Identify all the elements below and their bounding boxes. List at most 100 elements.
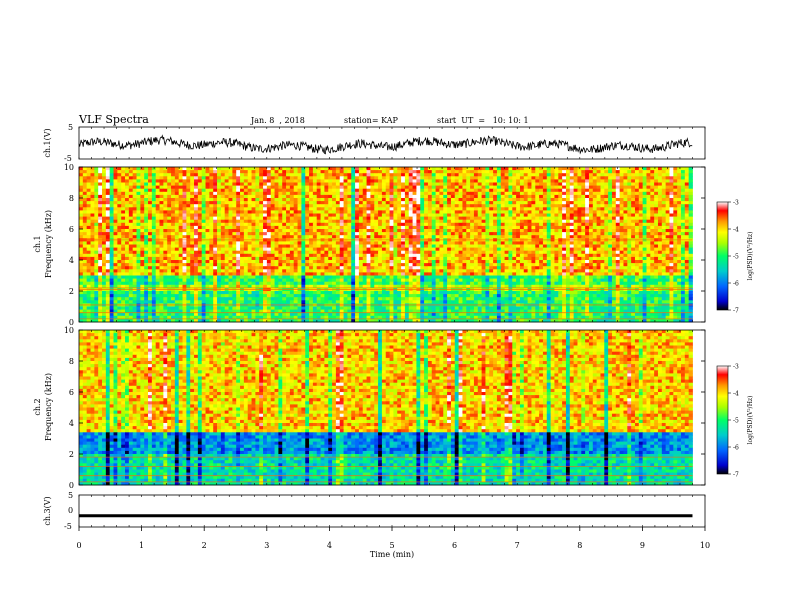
ch1-spectrogram-cell bbox=[328, 247, 333, 252]
ch1-spectrogram-cell bbox=[197, 229, 203, 233]
ch1-spectrogram-cell bbox=[278, 182, 283, 186]
ch1-spectrogram-cell bbox=[178, 170, 183, 174]
ch1-spectrogram-cell bbox=[389, 253, 394, 258]
ch1-spectrogram-cell bbox=[220, 173, 226, 177]
ch1-spectrogram-cell bbox=[424, 219, 429, 224]
ch1-spectrogram-cell bbox=[588, 188, 594, 193]
ch1-spectrogram-cell bbox=[209, 179, 214, 183]
ch1-spectrogram-cell bbox=[397, 253, 402, 258]
ch1-spectrogram-cell bbox=[197, 232, 203, 236]
ch1-spectrogram-cell bbox=[121, 253, 126, 258]
ch1-spectrogram-cell bbox=[447, 194, 452, 199]
ch1-spectrogram-cell bbox=[470, 222, 475, 227]
ch1-spectrogram-cell bbox=[125, 253, 130, 258]
ch1-spectrogram-cell bbox=[381, 244, 387, 248]
ch1-spectrogram-cell bbox=[224, 222, 229, 227]
ch1-spectrogram-cell bbox=[642, 188, 647, 193]
ch1-spectrogram-cell bbox=[305, 244, 310, 248]
ch1-spectrogram-cell bbox=[466, 167, 471, 171]
ch1-spectrogram-cell bbox=[293, 176, 298, 180]
ch1-spectrogram-cell bbox=[504, 219, 509, 224]
ch1-spectrogram-cell bbox=[554, 182, 559, 186]
ch1-spectrogram-cell bbox=[213, 167, 218, 171]
ch1-spectrogram-cell bbox=[404, 188, 410, 193]
ch1-spectrogram-cell bbox=[297, 210, 302, 214]
ch1-spectrogram-cell bbox=[404, 167, 410, 171]
ch1-spectrogram-cell bbox=[247, 204, 252, 208]
ch1-spectrogram-cell bbox=[378, 179, 383, 183]
ch1-spectrogram-cell bbox=[270, 176, 275, 180]
ch1-spectrogram-cell bbox=[416, 225, 421, 230]
ch1-spectrogram-cell bbox=[596, 188, 601, 193]
ch1-spectrogram-cell bbox=[347, 207, 352, 211]
ch1-spectrogram-cell bbox=[274, 173, 279, 177]
ch1-spectrogram-cell bbox=[366, 235, 371, 239]
ch1-spectrogram-cell bbox=[102, 260, 107, 264]
ch1-spectrogram-cell bbox=[523, 241, 528, 245]
ch1-spectrogram-cell bbox=[569, 241, 575, 245]
ch1-spectrogram-cell bbox=[140, 247, 145, 252]
ch1-spectrogram-cell bbox=[623, 182, 628, 186]
ch1-spectrogram-cell bbox=[82, 170, 88, 174]
ch1-spectrogram-cell bbox=[163, 210, 168, 214]
ch1-spectrogram-cell bbox=[527, 250, 532, 255]
ch1-spectrogram-cell bbox=[477, 213, 482, 217]
ch1-spectrogram-cell bbox=[385, 173, 390, 177]
ch1-spectrogram-cell bbox=[389, 204, 394, 208]
ch1-spectrogram-cell bbox=[358, 176, 364, 180]
figure-title: VLF Spectra bbox=[79, 113, 149, 126]
ch1-spectrogram-cell bbox=[316, 194, 321, 199]
ch1-spectrogram-cell bbox=[638, 247, 644, 252]
ch1-spectrogram-cell bbox=[174, 167, 180, 171]
ch1-spectrogram-cell bbox=[401, 179, 406, 183]
ch1-spectrogram-cell bbox=[646, 188, 651, 193]
ch1-spectrogram-cell bbox=[90, 235, 95, 239]
ch1-spectrogram-cell bbox=[159, 225, 164, 230]
ch1-spectrogram-cell bbox=[431, 185, 436, 190]
ch1-spectrogram-cell bbox=[389, 198, 394, 202]
ch1-spectrogram-cell bbox=[450, 210, 456, 214]
ch1-spectrogram-cell bbox=[148, 179, 153, 183]
ch1-spectrogram-cell bbox=[512, 229, 517, 233]
ch1-spectrogram-cell bbox=[588, 260, 594, 264]
ch1-spectrogram-cell bbox=[247, 232, 252, 236]
ch1-spectrogram-cell bbox=[186, 247, 191, 252]
ch1-spectrogram-cell bbox=[236, 253, 241, 258]
ch1-spectrogram-cell bbox=[259, 201, 264, 205]
ch1-spectrogram-cell bbox=[450, 244, 456, 248]
ch1-spectrogram-cell bbox=[458, 170, 463, 174]
ch1-spectrogram-cell bbox=[217, 204, 222, 208]
ch1-spectrogram-cell bbox=[450, 229, 456, 233]
ch1-spectrogram-cell bbox=[109, 260, 114, 264]
ch1-spectrogram-cell bbox=[232, 185, 237, 190]
ch1-spectrogram-cell bbox=[190, 216, 195, 221]
ch1-spectrogram-cell bbox=[654, 235, 659, 239]
ch1-spectrogram-cell bbox=[477, 204, 482, 208]
ch1-spectrogram-cell bbox=[228, 198, 233, 202]
ch1-spectrogram-cell bbox=[332, 253, 337, 258]
ch1-spectrogram-cell bbox=[125, 207, 130, 211]
ch1-spectrogram-cell bbox=[220, 167, 226, 171]
ch1-spectrogram-cell bbox=[343, 219, 348, 224]
ch1-spectrogram-cell bbox=[546, 204, 552, 208]
ch1-spectrogram-cell bbox=[508, 235, 513, 239]
ch1-spectrogram-cell bbox=[305, 250, 310, 255]
ch1-spectrogram-cell bbox=[489, 247, 494, 252]
ch1-spectrogram-cell bbox=[677, 194, 682, 199]
ch1-spectrogram-cell bbox=[251, 198, 256, 202]
ch1-spectrogram-cell bbox=[105, 235, 111, 239]
ch1-spectrogram-cell bbox=[197, 244, 203, 248]
ch1-spectrogram-cell bbox=[642, 247, 647, 252]
ch1-spectrogram-cell bbox=[466, 213, 471, 217]
ch1-spectrogram-cell bbox=[228, 185, 233, 190]
ch1-spectrogram-cell bbox=[508, 253, 513, 258]
ch1-spectrogram-cell bbox=[243, 179, 249, 183]
ch1-spectrogram-cell bbox=[79, 179, 84, 183]
ch1-spectrogram-cell bbox=[82, 176, 88, 180]
ch1-spectrogram-cell bbox=[443, 250, 448, 255]
ch1-spectrogram-cell bbox=[542, 170, 548, 174]
ch1-spectrogram-cell bbox=[619, 191, 624, 196]
ch1-spectrogram-cell bbox=[631, 167, 636, 171]
ch1-spectrogram-cell bbox=[450, 167, 456, 171]
